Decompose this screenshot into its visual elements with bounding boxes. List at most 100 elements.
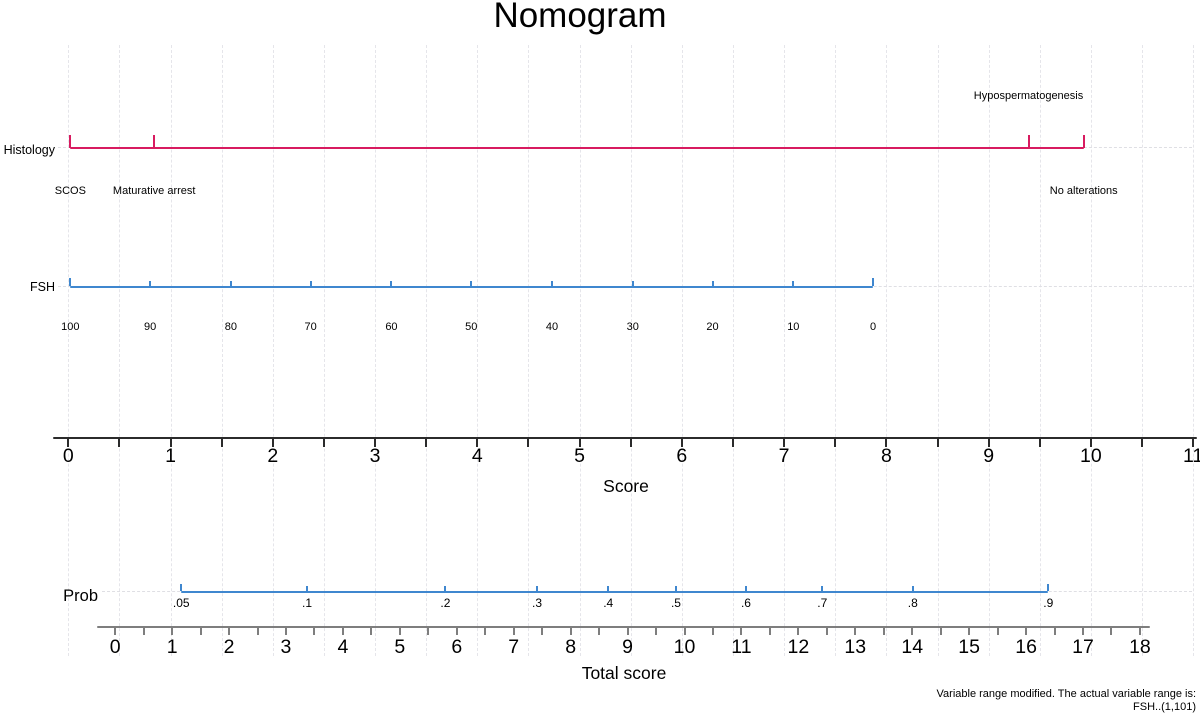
- prob-tick-label: .3: [532, 596, 543, 610]
- gridline: [681, 45, 683, 656]
- fsh-tick-label: 70: [304, 321, 317, 333]
- total-score-tick-label: 16: [1015, 636, 1037, 658]
- total-score-tick: [1082, 628, 1084, 635]
- total-score-tick: [655, 628, 658, 635]
- total-score-tick-label: 18: [1129, 636, 1151, 658]
- total-score-tick: [114, 628, 117, 635]
- total-score-tick: [313, 628, 316, 635]
- total-score-axis-line: [97, 626, 1150, 628]
- score-tick-label: 1: [165, 445, 176, 467]
- total-score-tick: [598, 628, 601, 635]
- gridline: [579, 45, 581, 656]
- total-score-tick-label: 9: [622, 636, 633, 658]
- gridline: [784, 45, 786, 656]
- fsh-tick-label: 60: [385, 321, 398, 333]
- prob-tick: [607, 586, 610, 591]
- score-tick: [1141, 439, 1144, 447]
- total-score-tick: [968, 628, 971, 635]
- score-tick: [987, 439, 990, 447]
- gridline: [221, 45, 223, 656]
- fsh-tick: [550, 281, 553, 286]
- prob-tick-label: .4: [603, 596, 614, 610]
- total-score-tick: [569, 628, 572, 635]
- gridline: [68, 45, 70, 656]
- score-tick: [578, 439, 581, 447]
- total-score-tick-label: 0: [109, 636, 121, 658]
- score-tick: [374, 439, 377, 447]
- total-score-tick: [142, 628, 145, 635]
- fsh-tick: [69, 278, 72, 286]
- gridline: [477, 45, 479, 656]
- score-tick: [220, 439, 223, 447]
- gridline: [732, 45, 734, 656]
- total-score-tick-label: 12: [787, 636, 810, 658]
- fsh-tick-label: 90: [143, 321, 157, 333]
- total-score-tick: [455, 628, 458, 635]
- score-tick-label: 6: [676, 445, 688, 467]
- gridline: [886, 45, 888, 656]
- prob-tick: [911, 586, 914, 591]
- total-score-tick: [398, 628, 401, 635]
- total-score-tick-label: 15: [958, 636, 980, 658]
- score-tick-label: 2: [267, 445, 279, 467]
- total-score-tick: [256, 628, 259, 635]
- total-score-tick: [1053, 628, 1056, 635]
- prob-tick: [444, 586, 447, 591]
- gridline: [937, 45, 939, 656]
- total-score-tick: [199, 628, 202, 635]
- total-score-tick: [825, 628, 828, 635]
- score-tick-label: 11: [1183, 445, 1200, 467]
- fsh-tick-label: 10: [787, 321, 800, 333]
- fsh-tick-label: 50: [465, 321, 478, 333]
- fsh-axis-line: [70, 286, 874, 288]
- total-score-tick: [711, 628, 714, 635]
- total-score-tick: [541, 628, 544, 635]
- total-score-tick: [740, 628, 743, 635]
- total-score-tick-label: 14: [901, 636, 924, 658]
- prob-tick-label: .1: [302, 596, 313, 610]
- score-tick: [118, 439, 121, 447]
- total-score-tick: [341, 628, 344, 635]
- total-score-tick: [626, 628, 629, 635]
- gridline: [170, 45, 172, 656]
- prob-tick-label: .7: [817, 596, 828, 610]
- score-tick-label: 3: [369, 445, 381, 467]
- total-score-tick-label: 10: [673, 636, 696, 658]
- gridline: [272, 45, 274, 656]
- fsh-tick: [470, 281, 473, 286]
- total-score-tick: [911, 628, 914, 635]
- prob-tick-label: .5: [670, 596, 681, 610]
- gridline: [426, 45, 428, 656]
- total-score-tick: [1110, 628, 1113, 635]
- score-tick: [271, 439, 274, 447]
- total-score-tick: [1138, 628, 1141, 635]
- prob-axis-line: [181, 591, 1049, 593]
- total-score-tick: [484, 628, 487, 635]
- total-score-tick: [171, 628, 174, 635]
- score-tick-label: 7: [778, 445, 790, 467]
- score-axis-title: Score: [603, 476, 649, 496]
- gridline: [528, 45, 530, 656]
- score-axis-line: [53, 437, 1197, 439]
- total-score-tick-label: 5: [394, 636, 406, 658]
- fsh-tick-label: 80: [224, 321, 238, 333]
- gridline: [1142, 45, 1144, 656]
- score-tick-label: 4: [471, 445, 483, 467]
- fsh-tick-label: 30: [626, 321, 639, 333]
- fsh-tick: [390, 281, 393, 286]
- fsh-tick: [149, 281, 152, 286]
- total-score-tick: [996, 628, 999, 635]
- gridline: [630, 45, 632, 656]
- total-score-tick-label: 2: [223, 636, 235, 658]
- fsh-axis-label: FSH: [30, 280, 55, 294]
- score-tick: [731, 439, 734, 447]
- prob-tick-label: .6: [740, 596, 751, 610]
- score-tick: [1089, 439, 1092, 447]
- prob-tick-label: .8: [907, 596, 918, 610]
- gridline: [1193, 45, 1195, 656]
- prob-tick-label: .2: [440, 596, 451, 610]
- total-score-tick: [797, 628, 800, 635]
- score-tick: [680, 439, 683, 447]
- gridline: [119, 45, 121, 656]
